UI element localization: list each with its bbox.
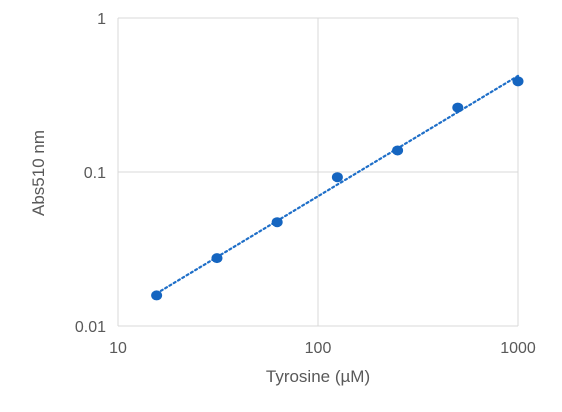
gridlines <box>117 17 519 327</box>
data-point <box>151 290 163 301</box>
x-tick-labels: 10 100 1000 <box>109 340 536 357</box>
data-point <box>452 102 464 113</box>
data-point <box>392 145 404 156</box>
y-tick-label: 1 <box>97 11 106 28</box>
trendline <box>155 74 520 295</box>
y-tick-label: 0.1 <box>84 165 106 182</box>
data-point <box>271 217 283 228</box>
x-tick-label: 1000 <box>500 340 536 357</box>
x-tick-label: 100 <box>305 340 332 357</box>
x-axis-title: Tyrosine (µM) <box>266 367 370 386</box>
data-points <box>151 76 524 301</box>
y-tick-label: 0.01 <box>75 319 106 336</box>
y-axis-title: Abs510 nm <box>29 130 48 216</box>
data-point <box>211 253 223 264</box>
trendline-group <box>155 74 520 295</box>
y-tick-labels: 0.01 0.1 1 <box>75 11 106 336</box>
data-point <box>512 76 524 87</box>
x-tick-label: 10 <box>109 340 127 357</box>
data-point <box>331 172 343 183</box>
